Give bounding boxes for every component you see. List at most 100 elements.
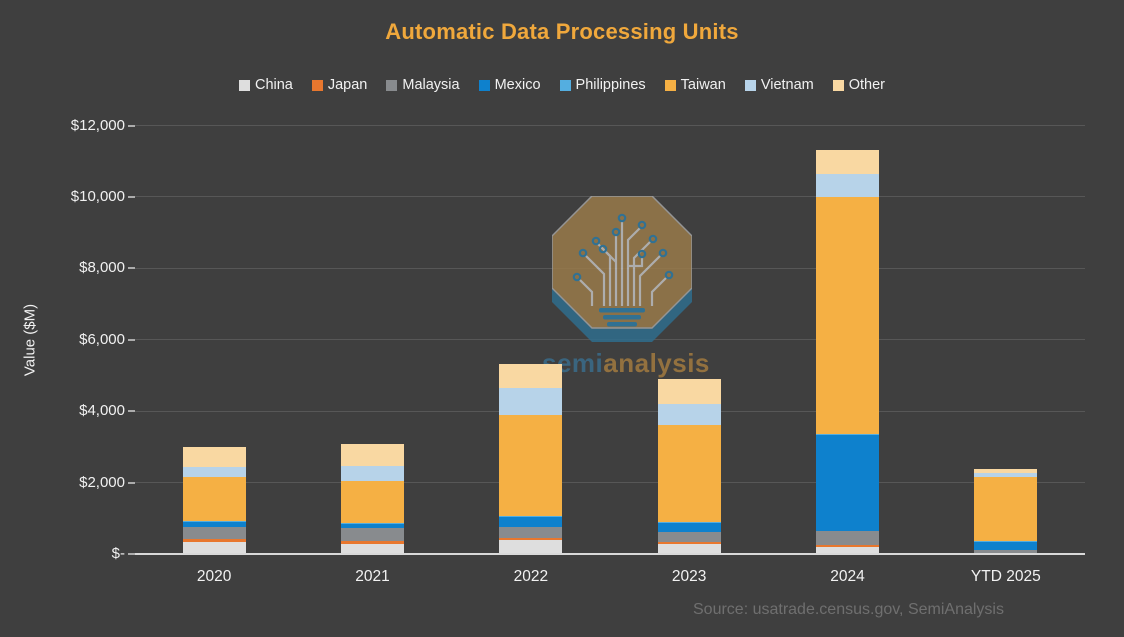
bar-segment [341,481,404,523]
source-note: Source: usatrade.census.gov, SemiAnalysi… [693,601,1004,618]
x-axis-label: 2022 [513,568,549,585]
x-axis-label: 2020 [196,568,232,585]
y-tick-label: $10,000 [70,187,125,205]
semianalysis-wordmark: semianalysis [542,348,709,379]
y-tickmark [128,553,135,555]
legend-item-other: Other [832,77,886,93]
bar-segment [499,388,563,415]
bar-segment [499,516,563,527]
x-axis-line [135,553,1085,555]
y-tickmark [128,338,135,341]
y-tick-label: $4,000 [79,402,125,420]
legend-label: Japan [327,77,368,93]
y-tickmark [128,267,135,270]
bar-segment [816,197,879,434]
bar-segment [341,523,404,529]
bar-segment [974,549,1038,554]
bar-segment [657,404,721,426]
bar-segment [974,477,1038,541]
y-tick-label: $6,000 [79,330,125,348]
y-tick-label: $12,000 [70,116,125,134]
bar-segment [182,520,246,528]
legend-label: Malaysia [402,77,460,93]
y-gridline [135,482,1085,484]
bar-segment [657,378,721,405]
bar-segment [657,522,721,523]
x-axis-label: 2023 [671,568,707,585]
bar-segment [341,444,404,467]
bar-segment [499,414,563,516]
bar-segment [182,446,246,467]
legend-label: Other [848,77,886,93]
bar-segment [499,526,563,539]
bar-segment [816,433,879,435]
y-tick-label: $- [111,545,125,562]
chart-title: Automatic Data Processing Units [385,19,739,44]
bar-segment [974,541,1038,550]
bar-segment [341,528,404,541]
legend: China Japan Malaysia Mexico Philippines Taiwa… [0,75,1124,95]
legend-swatch-icon [664,79,676,91]
bar-segment [499,364,563,389]
bar-segment [657,531,721,542]
bar-segment [816,434,879,531]
legend-item-malaysia: Malaysia [386,77,460,93]
y-tickmark [128,195,135,198]
legend-swatch-icon [238,79,250,91]
x-axis-label: 2021 [355,568,390,585]
semianalysis-logo-icon [552,196,692,342]
wordmark-analysis: analysis [603,348,710,378]
y-tickmark [128,481,135,484]
legend-swatch-icon [832,79,844,91]
y-gridline [135,410,1085,412]
legend-swatch-icon [311,79,323,91]
legend-label: Vietnam [760,77,814,93]
legend-swatch-icon [386,79,398,91]
x-axis-label: YTD 2025 [970,568,1041,585]
bar-segment [182,539,246,542]
bar-segment [816,530,879,546]
bar-segment [499,540,563,554]
legend-item-japan: Japan [311,77,368,93]
bar-segment [341,543,404,554]
legend-swatch-icon [559,79,571,91]
bar-segment [974,469,1038,474]
legend-item-philippines: Philippines [559,77,646,93]
legend-swatch-icon [478,79,490,91]
bar-segment [182,541,246,554]
bar-segment [974,473,1038,478]
bar-segment [499,515,563,517]
bar-segment [657,522,721,532]
legend-label: Taiwan [680,77,726,93]
legend-item-taiwan: Taiwan [664,77,726,93]
y-gridline [135,125,1085,126]
semianalysis-watermark: semianalysis [542,196,709,379]
y-tick-label: $2,000 [79,473,125,491]
bar-segment [182,466,246,478]
legend-item-vietnam: Vietnam [744,77,814,93]
legend-label: Philippines [575,77,646,93]
y-tickmark [128,124,135,127]
bar-segment [657,541,721,545]
bar-segment [816,545,879,547]
bar-segment [182,477,246,521]
legend-swatch-icon [744,79,756,91]
bar-segment [657,544,721,554]
legend-item-mexico: Mexico [478,77,541,93]
x-axis-label: 2024 [830,568,865,585]
y-tick-label: $8,000 [79,259,125,277]
bar-segment [657,425,721,523]
bar-segment [341,540,404,544]
bar-segment [341,466,404,482]
bar-segment [816,174,879,198]
bar-segment [499,538,563,541]
y-axis-title: Value ($M) [21,303,39,377]
bar-segment [816,150,879,175]
y-tickmark [128,410,135,413]
legend-label: China [254,77,293,93]
bar-segment [182,527,246,539]
legend-label: Mexico [494,77,541,93]
bar-segment [816,546,879,554]
legend-item-china: China [238,77,293,93]
